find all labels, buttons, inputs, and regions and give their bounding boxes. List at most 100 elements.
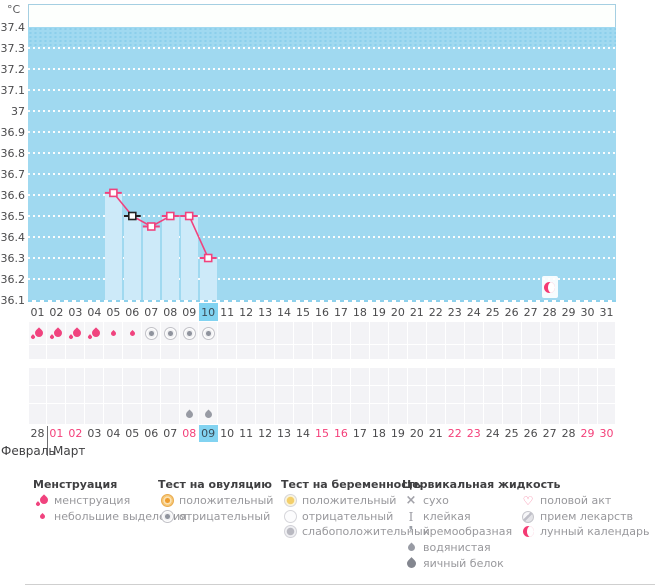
day-symbol-cell[interactable]: [294, 345, 312, 359]
day-symbol-cell[interactable]: [275, 404, 294, 424]
day-symbol-cell[interactable]: [123, 368, 142, 385]
day-symbol-cell[interactable]: [331, 368, 350, 385]
day-symbol-cell[interactable]: [331, 386, 350, 403]
day-symbol-cell[interactable]: [237, 386, 256, 403]
day-symbol-cell[interactable]: [445, 368, 464, 385]
day-symbol-cell[interactable]: [502, 322, 521, 344]
day-symbol-cell[interactable]: [85, 345, 104, 359]
cycle-day-cell[interactable]: 05: [106, 305, 121, 319]
calendar-date-cell[interactable]: 22: [447, 427, 462, 440]
calendar-date-cell[interactable]: 17: [352, 427, 367, 440]
calendar-date-cell[interactable]: 04: [106, 427, 121, 440]
calendar-date-cell[interactable]: 11: [239, 427, 254, 440]
day-symbol-cell[interactable]: [142, 322, 161, 344]
day-symbol-cell[interactable]: [521, 345, 540, 359]
cycle-day-cell[interactable]: 06: [125, 305, 140, 319]
cycle-day-cell[interactable]: 03: [68, 305, 83, 319]
day-symbol-cell[interactable]: [199, 404, 218, 424]
day-symbol-cell[interactable]: [104, 368, 123, 385]
day-symbol-cell[interactable]: [483, 386, 502, 403]
day-symbol-cell[interactable]: [350, 322, 369, 344]
day-symbol-cell[interactable]: [540, 345, 559, 359]
cycle-day-cell[interactable]: 15: [296, 305, 311, 319]
day-symbol-cell[interactable]: [369, 322, 388, 344]
day-symbol-cell[interactable]: [161, 345, 180, 359]
day-symbol-cell[interactable]: [521, 322, 540, 344]
day-symbol-cell[interactable]: [521, 368, 540, 385]
calendar-date-cell[interactable]: 13: [277, 427, 292, 440]
day-symbol-cell[interactable]: [483, 368, 502, 385]
day-symbol-cell[interactable]: [199, 322, 218, 344]
cycle-day-cell[interactable]: 13: [258, 305, 273, 319]
day-symbol-cell[interactable]: [578, 322, 597, 344]
temp-point-marker[interactable]: [128, 211, 137, 221]
day-symbol-cell[interactable]: [180, 345, 199, 359]
calendar-date-cell[interactable]: 10: [220, 427, 235, 440]
cycle-day-cell[interactable]: 10: [198, 303, 218, 321]
day-symbol-cell[interactable]: [275, 386, 294, 403]
temp-point-marker[interactable]: [166, 211, 175, 221]
day-symbol-cell[interactable]: [426, 386, 445, 403]
day-symbol-cell[interactable]: [388, 404, 407, 424]
calendar-date-cell[interactable]: 29: [580, 427, 595, 440]
day-symbol-cell[interactable]: [85, 386, 104, 403]
day-symbol-cell[interactable]: [578, 368, 597, 385]
day-symbol-cell[interactable]: [104, 404, 123, 424]
cycle-day-cell[interactable]: 28: [542, 305, 557, 319]
day-symbol-cell[interactable]: [331, 322, 350, 344]
cycle-day-cell[interactable]: 22: [428, 305, 443, 319]
calendar-date-cell[interactable]: 18: [371, 427, 386, 440]
day-symbol-cell[interactable]: [369, 386, 388, 403]
calendar-date-cell[interactable]: 14: [296, 427, 311, 440]
cycle-day-cell[interactable]: 19: [371, 305, 386, 319]
day-symbol-cell[interactable]: [597, 368, 616, 385]
calendar-date-cell[interactable]: 12: [258, 427, 273, 440]
calendar-date-cell[interactable]: 19: [390, 427, 405, 440]
calendar-date-cell[interactable]: 30: [599, 427, 614, 440]
day-symbol-cell[interactable]: [275, 368, 294, 385]
day-symbol-cell[interactable]: [445, 386, 464, 403]
temp-point-marker[interactable]: [109, 188, 118, 198]
day-symbol-cell[interactable]: [350, 345, 369, 359]
day-symbol-cell[interactable]: [294, 368, 312, 385]
day-symbol-cell[interactable]: [28, 386, 47, 403]
calendar-date-cell[interactable]: 24: [485, 427, 500, 440]
calendar-date-cell[interactable]: 27: [542, 427, 557, 440]
day-symbol-cell[interactable]: [369, 368, 388, 385]
day-symbol-cell[interactable]: [161, 368, 180, 385]
calendar-date-cell[interactable]: 06: [144, 427, 159, 440]
calendar-date-cell[interactable]: 20: [409, 427, 424, 440]
day-symbol-cell[interactable]: [47, 368, 66, 385]
day-symbol-cell[interactable]: [331, 404, 350, 424]
calendar-date-cell[interactable]: 09: [198, 425, 218, 442]
day-symbol-cell[interactable]: [180, 404, 199, 424]
day-symbol-cell[interactable]: [597, 345, 616, 359]
day-symbol-cell[interactable]: [578, 345, 597, 359]
cycle-day-cell[interactable]: 02: [49, 305, 64, 319]
day-symbol-cell[interactable]: [275, 345, 294, 359]
day-symbol-cell[interactable]: [161, 404, 180, 424]
day-symbol-cell[interactable]: [559, 368, 578, 385]
day-symbol-cell[interactable]: [180, 368, 199, 385]
day-symbol-cell[interactable]: [502, 368, 521, 385]
day-symbol-cell[interactable]: [369, 404, 388, 424]
day-symbol-cell[interactable]: [540, 322, 559, 344]
day-symbol-cell[interactable]: [104, 322, 123, 344]
day-symbol-cell[interactable]: [256, 404, 275, 424]
day-symbol-cell[interactable]: [47, 345, 66, 359]
calendar-date-cell[interactable]: 25: [504, 427, 519, 440]
day-symbol-cell[interactable]: [142, 345, 161, 359]
day-symbol-cell[interactable]: [123, 345, 142, 359]
day-symbol-cell[interactable]: [294, 386, 312, 403]
day-symbol-cell[interactable]: [218, 404, 237, 424]
day-symbol-cell[interactable]: [464, 386, 483, 403]
day-symbol-cell[interactable]: [199, 386, 218, 403]
day-symbol-cell[interactable]: [47, 404, 66, 424]
day-symbol-cell[interactable]: [142, 368, 161, 385]
day-symbol-cell[interactable]: [597, 322, 616, 344]
calendar-date-cell[interactable]: 23: [466, 427, 481, 440]
cycle-day-cell[interactable]: 14: [277, 305, 292, 319]
cycle-day-cell[interactable]: 07: [144, 305, 159, 319]
day-symbol-cell[interactable]: [483, 322, 502, 344]
day-symbol-cell[interactable]: [256, 322, 275, 344]
